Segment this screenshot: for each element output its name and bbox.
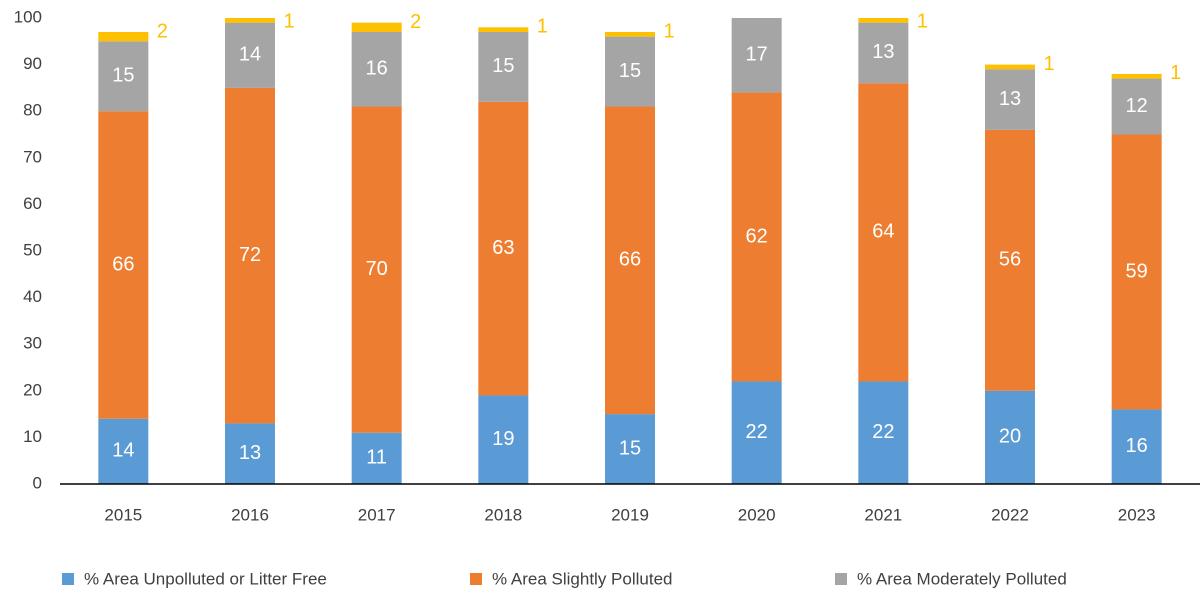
value-label: 56: [999, 249, 1021, 271]
x-tick-label: 2019: [611, 505, 649, 524]
bar-segment: [478, 27, 529, 32]
bar-segment: [98, 418, 149, 484]
value-label: 17: [746, 44, 768, 66]
value-label: 15: [619, 437, 641, 459]
legend-swatch: [470, 573, 482, 585]
value-label: 16: [366, 58, 388, 80]
bar-segment: [605, 36, 655, 107]
value-label: 22: [746, 421, 768, 443]
value-label: 64: [872, 221, 894, 243]
value-label: 70: [366, 258, 388, 280]
bar-segment: [98, 41, 149, 112]
y-tick-label: 10: [23, 427, 42, 446]
y-tick-label: 50: [23, 240, 42, 259]
bar-segment: [858, 22, 909, 84]
value-label: 66: [112, 253, 134, 275]
value-label: 66: [619, 249, 641, 271]
x-tick-label: 2021: [864, 505, 902, 524]
x-tick-label: 2018: [484, 505, 522, 524]
value-label: 1: [1043, 53, 1054, 75]
x-tick-label: 2016: [231, 505, 269, 524]
bar-segment: [478, 395, 529, 484]
bar-segment: [985, 69, 1035, 130]
value-label: 14: [239, 44, 261, 66]
value-label: 62: [746, 225, 768, 247]
value-label: 1: [537, 16, 548, 38]
bar-segment: [225, 22, 275, 88]
bar-segment: [351, 22, 402, 32]
value-label: 72: [239, 244, 261, 266]
value-label: 13: [239, 442, 261, 464]
bar-segment: [225, 87, 275, 424]
y-tick-label: 20: [23, 380, 42, 399]
bar-segment: [858, 381, 909, 484]
value-label: 13: [999, 88, 1021, 110]
bar-segment: [731, 18, 782, 93]
bar-segment: [605, 106, 655, 415]
bar-segment: [478, 31, 529, 102]
bar-segment: [731, 92, 782, 382]
y-tick-label: 30: [23, 334, 42, 353]
y-tick-label: 90: [23, 54, 42, 73]
bar-segment: [858, 18, 909, 23]
x-tick-label: 2022: [991, 505, 1029, 524]
bar-segment: [605, 414, 655, 484]
y-tick-label: 60: [23, 194, 42, 213]
value-label: 13: [872, 41, 894, 63]
bar-segment: [351, 31, 402, 107]
value-label: 1: [917, 10, 928, 32]
x-tick-label: 2015: [104, 505, 142, 524]
y-tick-label: 70: [23, 147, 42, 166]
x-tick-label: 2020: [738, 505, 776, 524]
legend-swatch: [62, 573, 74, 585]
value-label: 1: [1170, 62, 1181, 84]
value-label: 22: [872, 421, 894, 443]
bar-segment: [985, 129, 1035, 391]
bar-segment: [98, 31, 149, 42]
bar-segment: [225, 423, 275, 484]
value-label: 15: [112, 65, 134, 87]
value-label: 63: [492, 237, 514, 259]
x-tick-label: 2017: [358, 505, 396, 524]
legend-label: % Area Unpolluted or Litter Free: [84, 569, 327, 588]
value-label: 16: [1126, 435, 1148, 457]
value-label: 59: [1126, 260, 1148, 282]
y-tick-label: 100: [14, 7, 42, 26]
bar-segment: [1111, 73, 1162, 79]
value-label: 1: [663, 20, 674, 42]
legend-label: % Area Moderately Polluted: [857, 569, 1067, 588]
bar-segment: [1111, 134, 1162, 410]
bar-segment: [351, 432, 402, 484]
legend-label: % Area Slightly Polluted: [492, 569, 673, 588]
value-label: 14: [112, 440, 134, 462]
value-label: 19: [492, 428, 514, 450]
legend-swatch: [835, 573, 847, 585]
bar-segment: [98, 111, 149, 419]
bar-segment: [985, 390, 1035, 484]
value-label: 2: [410, 11, 421, 33]
bar-segment: [1111, 78, 1162, 135]
bar-segment: [605, 31, 655, 37]
value-label: 2: [157, 20, 168, 42]
bar-segment: [1111, 409, 1162, 484]
value-label: 11: [366, 447, 387, 469]
value-label: 20: [999, 426, 1021, 448]
bar-segment: [351, 106, 402, 433]
y-tick-label: 40: [23, 287, 42, 306]
bar-segment: [985, 64, 1035, 70]
y-tick-label: 80: [23, 101, 42, 120]
y-tick-label: 0: [33, 473, 42, 492]
bar-segment: [225, 18, 275, 23]
plot-area: [98, 18, 1162, 484]
value-label: 12: [1126, 95, 1148, 117]
value-label: 1: [283, 10, 294, 32]
bar-segment: [731, 381, 782, 484]
value-label: 15: [492, 55, 514, 77]
bar-segment: [478, 101, 529, 396]
x-tick-label: 2023: [1118, 505, 1156, 524]
bar-segment: [858, 83, 909, 382]
value-label: 15: [619, 60, 641, 82]
